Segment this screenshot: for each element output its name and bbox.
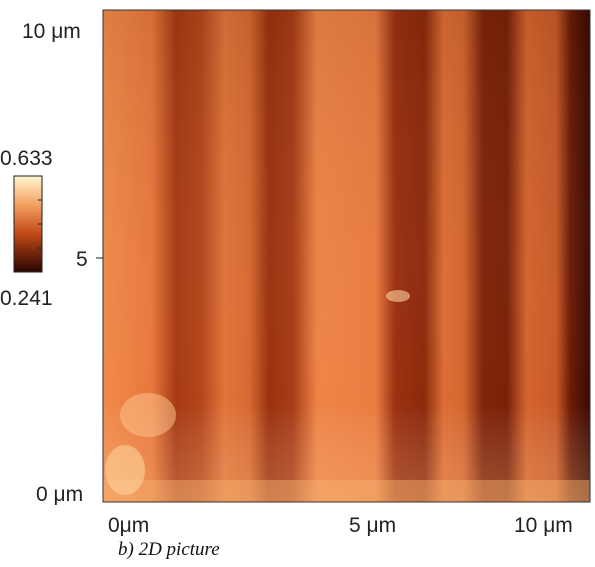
y-label-top: 10 μm [22, 20, 81, 43]
caption: b) 2D picture [118, 539, 220, 560]
y-label-bottom: 0 μm [36, 483, 83, 506]
y-label-middle: 5 [76, 248, 88, 271]
colorbar [14, 176, 42, 272]
colorbar-max: 0.633 [0, 147, 53, 170]
figure: 10 μm 0.633 5 0.241 0 μm 0μm 5 μm 10 μm … [0, 0, 595, 567]
x-label-middle: 5 μm [349, 514, 396, 537]
x-label-left: 0μm [108, 514, 149, 537]
colorbar-min: 0.241 [0, 287, 53, 310]
afm-image [103, 10, 590, 502]
x-label-right: 10 μm [514, 514, 573, 537]
